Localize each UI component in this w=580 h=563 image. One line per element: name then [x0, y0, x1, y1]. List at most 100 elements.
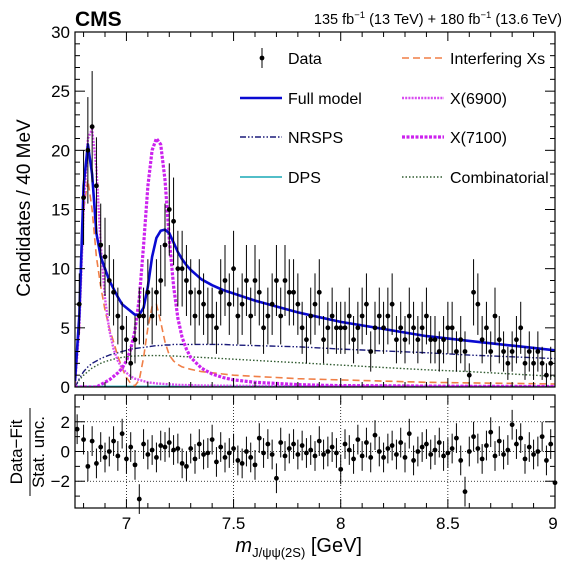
- data-point: [201, 301, 206, 307]
- data-point: [334, 325, 339, 331]
- pull-point: [505, 447, 511, 453]
- pull-point: [458, 458, 464, 463]
- pull-point: [158, 443, 164, 448]
- pull-point: [141, 441, 146, 447]
- pull-point: [492, 453, 498, 459]
- data-point: [496, 337, 502, 343]
- pull-point: [479, 456, 485, 462]
- data-point: [466, 372, 472, 378]
- pull-point: [454, 435, 459, 441]
- pull-point: [436, 440, 442, 445]
- data-point: [389, 301, 395, 307]
- pull-point: [179, 460, 185, 466]
- main-y-tick-label: 25: [51, 82, 70, 101]
- pull-point: [441, 453, 446, 459]
- data-point: [342, 325, 348, 331]
- data-point: [192, 313, 198, 319]
- data-point: [269, 301, 275, 307]
- pull-y-tick-label: 0: [61, 443, 70, 462]
- data-point: [299, 325, 305, 331]
- data-point: [406, 313, 412, 319]
- data-point: [261, 325, 266, 331]
- data-point: [531, 360, 536, 366]
- pull-point: [526, 444, 532, 450]
- pull-point: [248, 455, 254, 460]
- data-point: [162, 242, 168, 248]
- pull-point: [188, 446, 194, 451]
- pull-point: [544, 458, 549, 463]
- pull-point: [286, 446, 292, 451]
- data-point: [376, 313, 382, 319]
- pull-y-axis-label: Data−Fit: [7, 419, 26, 484]
- pull-x-tick-label: 8.5: [436, 514, 460, 533]
- curve-interfering: [75, 179, 555, 387]
- pull-point: [406, 431, 412, 437]
- data-point: [355, 325, 361, 331]
- pull-point: [304, 450, 309, 456]
- pull-y-axis-label-2: Stat. unc.: [29, 416, 48, 488]
- data-point: [441, 337, 446, 343]
- data-point: [274, 278, 279, 283]
- pull-point: [218, 444, 224, 450]
- legend-label: Full model: [288, 91, 362, 108]
- pull-point: [136, 496, 142, 502]
- main-y-tick-label: 5: [61, 319, 70, 338]
- pull-point: [501, 452, 506, 457]
- pull-point: [308, 447, 314, 453]
- data-point: [419, 325, 425, 331]
- pull-point: [424, 441, 429, 447]
- pull-point: [496, 438, 502, 444]
- pull-point: [196, 441, 202, 447]
- pull-point: [106, 449, 112, 454]
- luminosity-label: 135 fb−1 (13 TeV) + 180 fb−1 (13.6 TeV): [314, 10, 562, 28]
- data-point: [128, 360, 134, 366]
- pull-point: [162, 444, 168, 450]
- pull-point: [201, 452, 206, 457]
- pull-point: [518, 435, 524, 441]
- pull-point: [445, 450, 451, 456]
- pull-point: [111, 438, 116, 444]
- pull-point: [171, 447, 176, 453]
- data-point: [411, 325, 416, 331]
- pull-point: [115, 453, 121, 459]
- data-point: [188, 289, 194, 295]
- pull-point: [368, 455, 374, 460]
- main-y-tick-label: 0: [61, 378, 70, 397]
- data-point: [462, 349, 468, 354]
- legend: Data Interfering Xs Full model X(6900) NRSPS…: [240, 48, 549, 187]
- pull-point: [411, 458, 416, 463]
- data-point: [325, 325, 331, 331]
- pull-point: [299, 443, 305, 448]
- pull-point: [346, 447, 352, 453]
- data-point: [514, 337, 519, 343]
- pull-point: [239, 460, 245, 466]
- pull-point: [321, 452, 326, 457]
- pull-point: [261, 450, 266, 456]
- pull-point: [256, 435, 262, 441]
- data-point: [522, 360, 528, 366]
- legend-label: NRSPS: [288, 130, 343, 147]
- pull-point: [394, 452, 399, 457]
- data-point: [94, 183, 99, 189]
- pull-point: [145, 452, 151, 457]
- data-point: [501, 349, 506, 354]
- pull-point: [539, 434, 545, 440]
- data-point: [145, 289, 151, 295]
- pull-point: [385, 446, 391, 451]
- pull-point: [535, 449, 541, 454]
- data-point: [166, 207, 172, 212]
- pull-point: [291, 441, 296, 447]
- data-point: [479, 337, 485, 343]
- data-point: [475, 301, 481, 307]
- data-point: [295, 301, 301, 307]
- pull-point: [342, 441, 348, 447]
- legend-label: Data: [288, 51, 322, 68]
- data-point: [231, 266, 236, 272]
- pull-point: [209, 437, 215, 443]
- pull-point: [124, 456, 129, 462]
- data-point: [252, 278, 258, 283]
- pull-point: [325, 449, 331, 454]
- main-y-tick-label: 20: [51, 141, 70, 160]
- pull-point: [274, 475, 279, 481]
- pull-point: [432, 447, 438, 453]
